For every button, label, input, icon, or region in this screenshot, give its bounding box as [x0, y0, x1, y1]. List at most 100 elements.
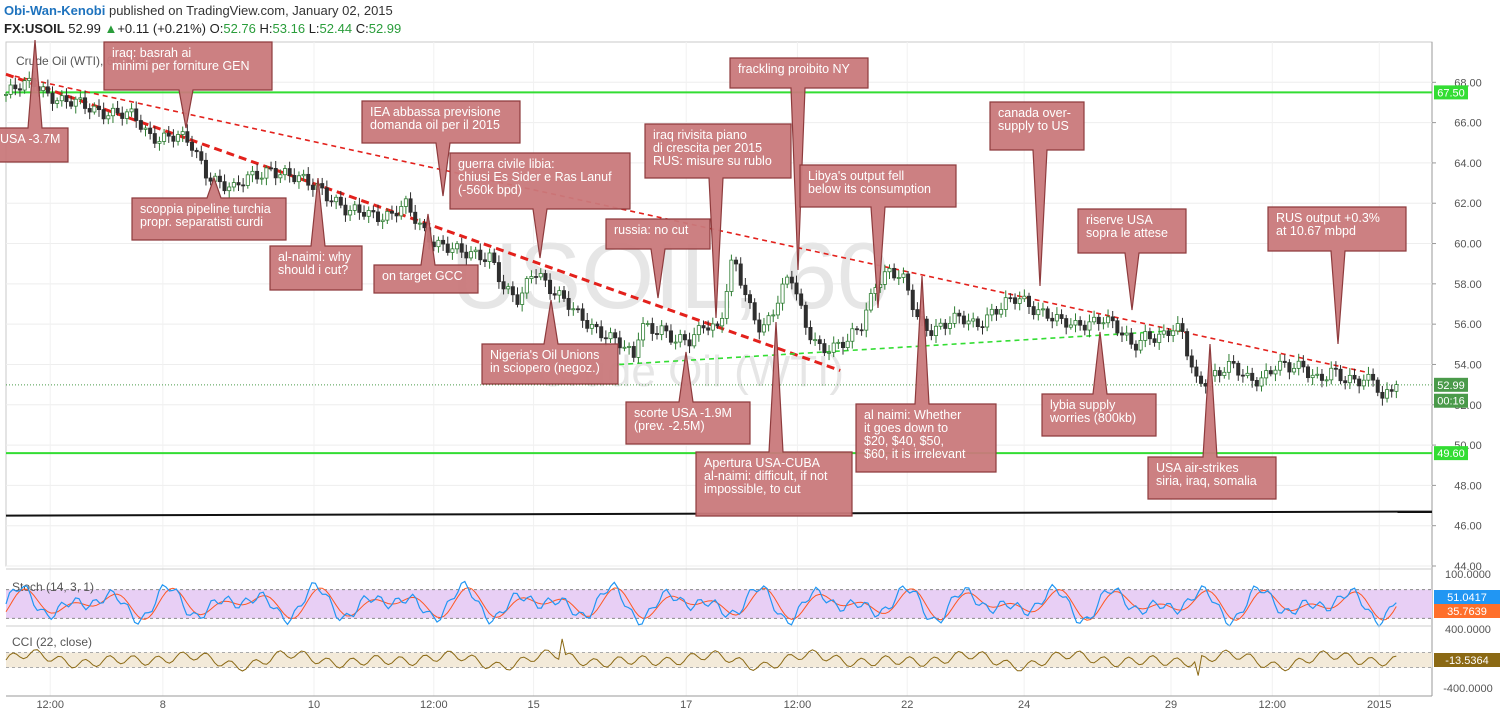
- stoch-value-label: 35.7639: [1447, 606, 1487, 618]
- change-value: +0.11 (+0.21%): [117, 21, 206, 36]
- candle-body: [585, 320, 590, 329]
- callout-text-line: worries (800kb): [1049, 411, 1136, 425]
- candle-body: [780, 283, 785, 304]
- candle-body: [1329, 367, 1334, 381]
- candle-body: [696, 325, 701, 336]
- candle-body: [622, 346, 627, 349]
- ann-russia-no-cut: russia: no cut: [605, 218, 711, 299]
- callout-text-line: at 10.67 mbpd: [1276, 224, 1356, 238]
- callout-text-line: lybia supply: [1050, 398, 1116, 412]
- y-tick-label: 44.00: [1454, 561, 1482, 573]
- callout-shape: [103, 41, 273, 129]
- close-value: 52.99: [368, 21, 402, 36]
- candle-body: [655, 333, 660, 335]
- candle-body: [682, 334, 687, 341]
- callout-text-line: scorte USA -1.9M: [634, 406, 732, 420]
- candle-body: [548, 279, 553, 295]
- candle-body: [854, 328, 859, 331]
- trendline-green-dashed: [619, 329, 1183, 366]
- candle-body: [329, 200, 334, 203]
- candle-body: [650, 323, 655, 334]
- candle-body: [1394, 384, 1399, 392]
- candle-body: [296, 175, 301, 183]
- callout-text-line: canada over-: [998, 106, 1071, 120]
- ann-on-target-gcc: on target GCC: [373, 213, 479, 294]
- candle-body: [320, 183, 325, 189]
- candle-body: [227, 186, 232, 192]
- candle-body: [734, 259, 739, 265]
- candle-body: [338, 196, 343, 206]
- candle-body: [1073, 320, 1078, 326]
- open-value: 52.76: [223, 21, 256, 36]
- candle-body: [171, 135, 176, 142]
- callout-text-line: (-560k bpd): [458, 183, 522, 197]
- candle-body: [575, 308, 580, 311]
- ann-canada: canada over-supply to US: [989, 101, 1085, 287]
- candle-body: [310, 184, 315, 190]
- candle-body: [22, 80, 27, 91]
- candle-body: [73, 98, 78, 107]
- candle-body: [743, 284, 748, 296]
- candle-body: [989, 308, 994, 316]
- cci-title: CCI (22, close): [12, 635, 92, 649]
- callout-shape: [481, 299, 619, 385]
- candle-body: [59, 95, 64, 102]
- candle-body: [1152, 338, 1157, 343]
- candle-body: [269, 167, 274, 170]
- candle-body: [1371, 373, 1376, 381]
- author-link[interactable]: Obi-Wan-Kenobi: [4, 3, 106, 18]
- cci-value-label: -13.5364: [1445, 655, 1488, 667]
- candle-body: [45, 86, 50, 94]
- candle-body: [473, 249, 478, 253]
- candle-body: [748, 294, 753, 304]
- stoch-value-tag: [1434, 604, 1500, 618]
- y-tick-label: 54.00: [1454, 359, 1482, 371]
- candle-body: [1101, 322, 1106, 325]
- candle-body: [55, 100, 60, 104]
- candle-body: [138, 120, 143, 130]
- candle-body: [236, 182, 241, 186]
- candle-body: [1333, 367, 1338, 370]
- callout-text-line: al naimi: Whether: [864, 408, 961, 422]
- y-tick-label: 60.00: [1454, 239, 1482, 251]
- low-value: 52.44: [319, 21, 353, 36]
- candle-body: [813, 339, 818, 342]
- candle-body: [1287, 362, 1292, 373]
- y-tick-label: 48.00: [1454, 480, 1482, 492]
- x-tick-label: 17: [680, 699, 692, 711]
- callout-text-line: di crescita per 2015: [653, 141, 762, 155]
- candle-body: [534, 276, 539, 278]
- quote-line: FX:USOIL 52.99 ▲+0.11 (+0.21%) O:52.76 H…: [4, 21, 401, 36]
- candle-body: [4, 94, 9, 96]
- candle-body: [608, 332, 613, 340]
- price-tag-label: 49.60: [1437, 448, 1465, 460]
- candle-body: [1240, 374, 1245, 377]
- candle-body: [487, 252, 492, 262]
- candle-body: [208, 177, 213, 182]
- candle-body: [306, 173, 311, 186]
- candle-body: [836, 341, 841, 344]
- candle-body: [603, 337, 608, 340]
- candle-body: [1282, 360, 1287, 363]
- candle-body: [492, 252, 497, 263]
- candle-body: [799, 293, 804, 306]
- callout-text-line: in sciopero (negoz.): [490, 361, 600, 375]
- candle-body: [1078, 320, 1083, 326]
- candle-body: [203, 159, 208, 179]
- candle-body: [115, 107, 120, 114]
- candle-body: [1185, 331, 1190, 357]
- callout-text-line: propr. separatisti curdi: [140, 215, 263, 229]
- candle-body: [1296, 360, 1301, 369]
- candle-body: [413, 211, 418, 224]
- candle-body: [868, 293, 873, 311]
- callout-text-line: al-naimi: why: [278, 250, 352, 264]
- candle-body: [1338, 368, 1343, 382]
- callout-shape: [131, 176, 287, 241]
- candle-body: [1133, 343, 1138, 351]
- candle-body: [1222, 371, 1227, 376]
- candle-body: [1082, 324, 1087, 331]
